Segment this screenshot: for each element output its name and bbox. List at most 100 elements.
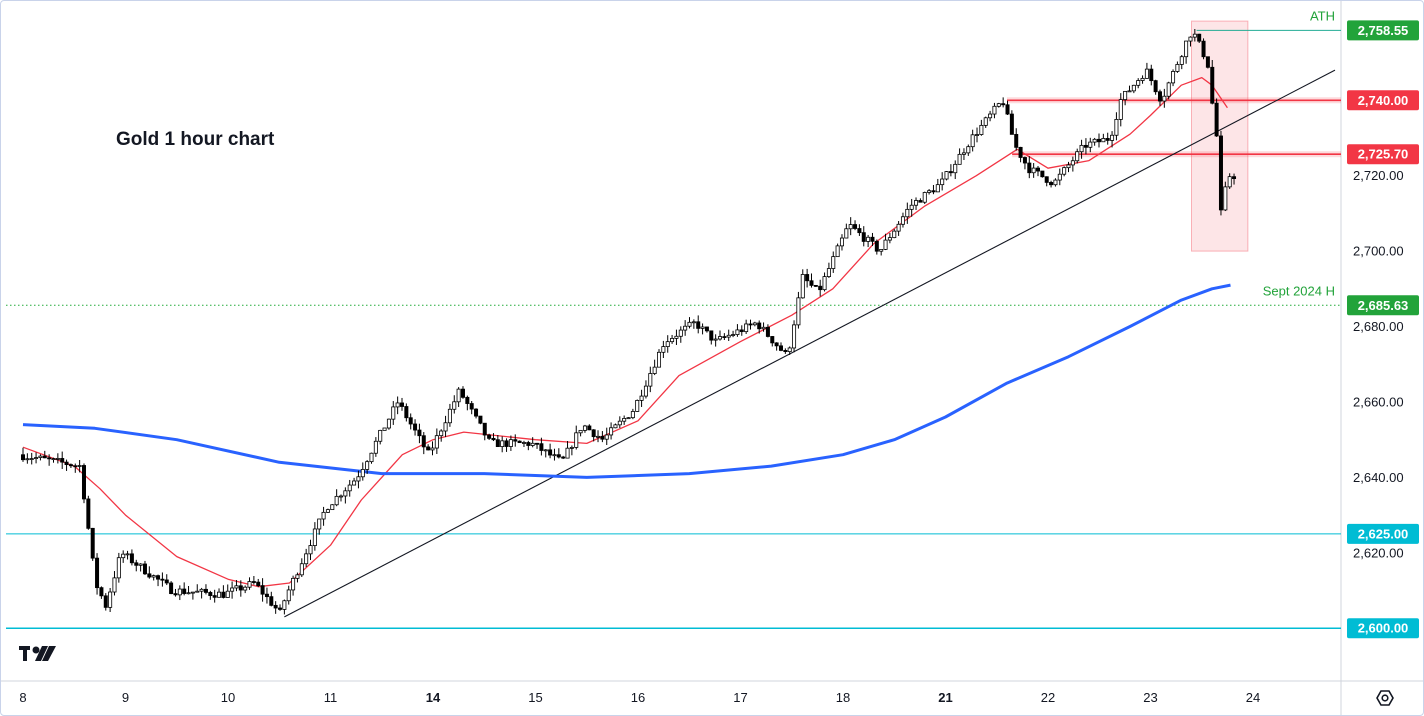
candle [1201,40,1206,58]
candle [914,200,919,206]
candle [212,595,217,598]
candle [879,249,884,252]
candle [77,465,82,467]
candle [565,447,570,459]
candle [670,338,675,343]
candle [561,456,566,459]
ath-label: ATH [1310,8,1335,23]
candle [1053,179,1058,186]
candle [1062,167,1067,175]
candle [182,588,187,594]
candle [260,585,265,595]
price-badge [1347,90,1419,111]
candle [874,240,879,252]
candle [42,455,47,459]
candle [948,171,953,174]
candle [970,134,975,148]
candle [731,334,736,336]
candle [247,581,252,588]
candle [491,437,496,441]
candle [1088,141,1093,148]
candle [787,347,792,353]
chart-title: Gold 1 hour chart [116,129,275,150]
candle [800,274,805,299]
candle [103,595,108,608]
x-tick-label: 21 [938,690,952,705]
candle [1166,82,1171,97]
x-tick-label: 24 [1246,690,1260,705]
price-badge [1347,295,1419,316]
candle [739,329,744,333]
candle [1205,56,1210,68]
candle [147,573,152,578]
candle [726,334,731,338]
candle [1092,138,1097,143]
candle [325,509,330,513]
candle [1027,162,1032,174]
candle [99,587,104,597]
candle [47,457,52,460]
candle [177,588,182,596]
candle [613,424,618,429]
candle [953,163,958,174]
candle [1153,80,1158,93]
candle [208,592,213,596]
candle [704,326,709,332]
candle [434,435,439,449]
candle [95,557,100,589]
candle [835,245,840,258]
candle [1044,176,1049,183]
candle [1057,173,1062,181]
y-tick-label: 2,720.00 [1353,168,1404,183]
candle [887,237,892,241]
candle [813,284,818,287]
y-tick-label: 2,660.00 [1353,394,1404,409]
candle [752,322,757,326]
candle [1123,90,1128,100]
candle [256,581,261,587]
candle [744,323,749,333]
candle [142,563,147,575]
candle [574,432,579,448]
candle [622,418,627,422]
candle [413,423,418,431]
x-tick-label: 9 [122,690,129,705]
candle [1096,138,1101,143]
candle [186,592,191,595]
candle [569,447,574,449]
candle [927,190,932,193]
candle [151,575,156,578]
candle [826,268,831,277]
candle [517,440,522,444]
candle [957,153,962,165]
y-tick-label: 2,620.00 [1353,545,1404,560]
candle [81,465,86,500]
candle [391,406,396,420]
candle [892,230,897,239]
candle [55,458,60,460]
candle [1227,176,1232,188]
candle [343,490,348,497]
candle [1184,40,1189,58]
gear-icon[interactable] [1376,690,1394,706]
candle [883,239,888,250]
candle [979,124,984,135]
candle [1036,167,1041,172]
candle [587,425,592,431]
candle [234,585,239,589]
candle [504,440,509,447]
candle [535,442,540,445]
candle [1157,91,1162,102]
candle [286,589,291,602]
candle [273,604,278,609]
candle [68,464,73,467]
candle [173,593,178,596]
candle [765,326,770,337]
tradingview-logo [19,646,56,661]
candle [347,484,352,492]
price-badge-label: 2,758.55 [1358,23,1409,38]
candle [225,590,230,598]
candle [334,495,339,506]
